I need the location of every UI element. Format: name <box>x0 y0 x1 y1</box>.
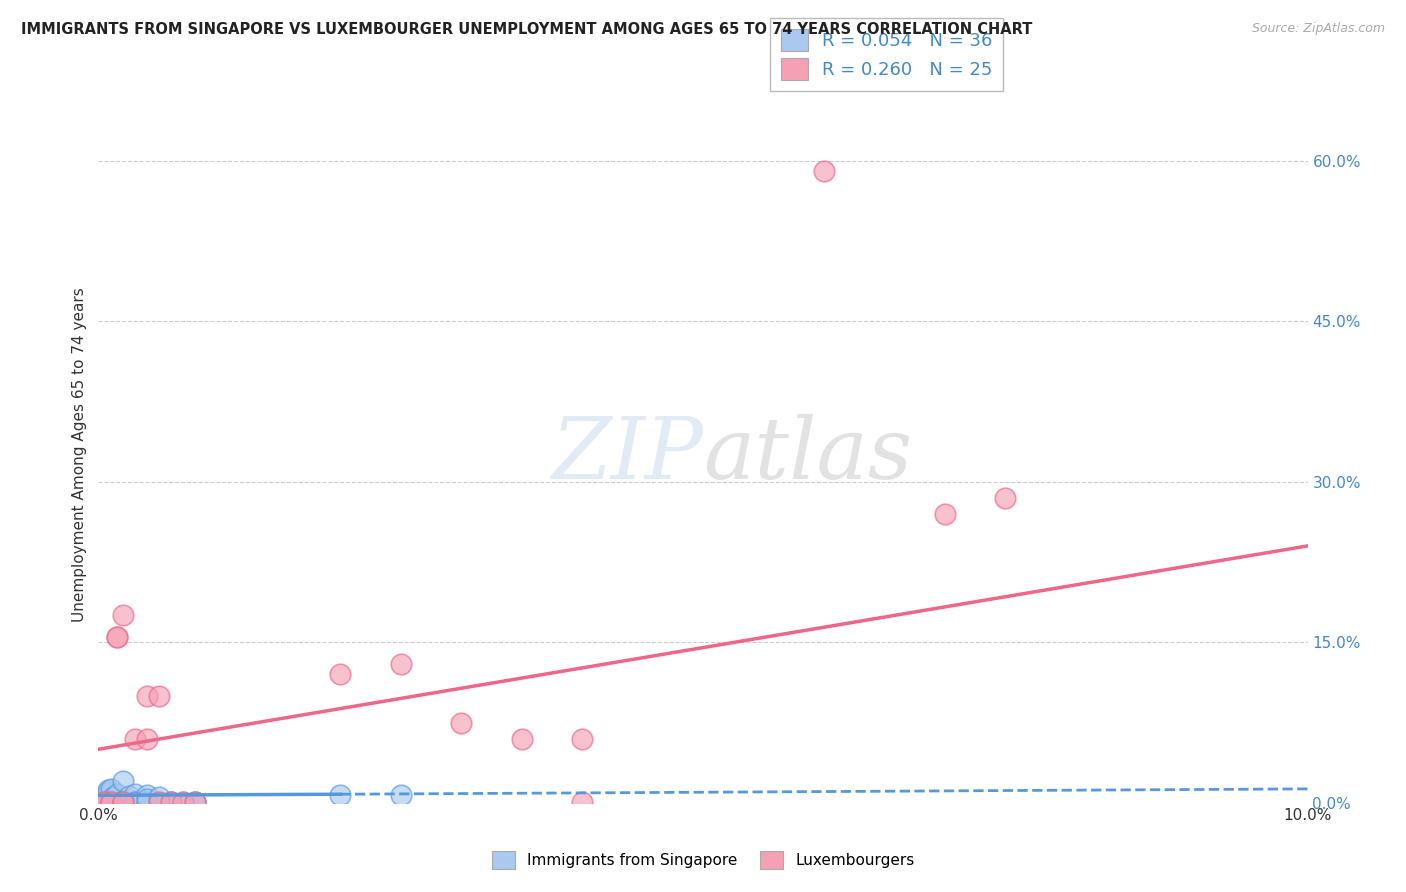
Point <box>148 795 170 809</box>
Point <box>135 795 157 809</box>
Point <box>160 795 183 809</box>
Point <box>93 794 115 808</box>
Point <box>100 795 122 809</box>
Point <box>100 781 122 796</box>
Point <box>100 795 122 809</box>
Point <box>389 657 412 671</box>
Point <box>148 790 170 805</box>
Point <box>389 789 412 803</box>
Point <box>148 689 170 703</box>
Point <box>100 795 122 809</box>
Point <box>97 785 120 799</box>
Point <box>93 790 115 805</box>
Point <box>124 795 146 809</box>
Point <box>124 795 146 809</box>
Point <box>111 608 134 623</box>
Text: ZIP: ZIP <box>551 414 703 496</box>
Point <box>124 787 146 801</box>
Point <box>510 731 533 746</box>
Point <box>93 795 115 809</box>
Point <box>97 783 120 797</box>
Point <box>184 795 207 809</box>
Text: IMMIGRANTS FROM SINGAPORE VS LUXEMBOURGER UNEMPLOYMENT AMONG AGES 65 TO 74 YEARS: IMMIGRANTS FROM SINGAPORE VS LUXEMBOURGE… <box>21 22 1032 37</box>
Point <box>934 507 956 521</box>
Point <box>100 795 122 809</box>
Y-axis label: Unemployment Among Ages 65 to 74 years: Unemployment Among Ages 65 to 74 years <box>72 287 87 623</box>
Point <box>101 795 124 809</box>
Point <box>172 795 194 809</box>
Point <box>571 731 593 746</box>
Point <box>111 795 134 809</box>
Point <box>135 731 157 746</box>
Point <box>160 795 183 809</box>
Point <box>571 795 593 809</box>
Point <box>101 790 124 805</box>
Point <box>118 789 141 804</box>
Point <box>93 792 115 806</box>
Point <box>111 795 134 809</box>
Point <box>111 794 134 808</box>
Point <box>994 491 1017 505</box>
Text: Source: ZipAtlas.com: Source: ZipAtlas.com <box>1251 22 1385 36</box>
Point <box>135 791 157 805</box>
Point <box>93 795 115 809</box>
Point <box>450 715 472 730</box>
Point <box>124 731 146 746</box>
Point <box>105 630 128 644</box>
Point <box>184 795 207 809</box>
Legend: Immigrants from Singapore, Luxembourgers: Immigrants from Singapore, Luxembourgers <box>485 845 921 875</box>
Point <box>329 667 352 681</box>
Point <box>184 795 207 809</box>
Point <box>135 689 157 703</box>
Point <box>93 794 115 808</box>
Text: atlas: atlas <box>703 414 912 496</box>
Point <box>160 795 183 809</box>
Point <box>329 789 352 803</box>
Point <box>111 774 134 789</box>
Point <box>93 795 115 809</box>
Point <box>148 795 170 809</box>
Point <box>813 164 835 178</box>
Point <box>105 630 128 644</box>
Point <box>111 795 134 809</box>
Point <box>135 789 157 803</box>
Point <box>93 795 115 809</box>
Point <box>172 795 194 809</box>
Point <box>93 795 115 809</box>
Point <box>97 787 120 801</box>
Point <box>105 787 128 801</box>
Point <box>93 792 115 806</box>
